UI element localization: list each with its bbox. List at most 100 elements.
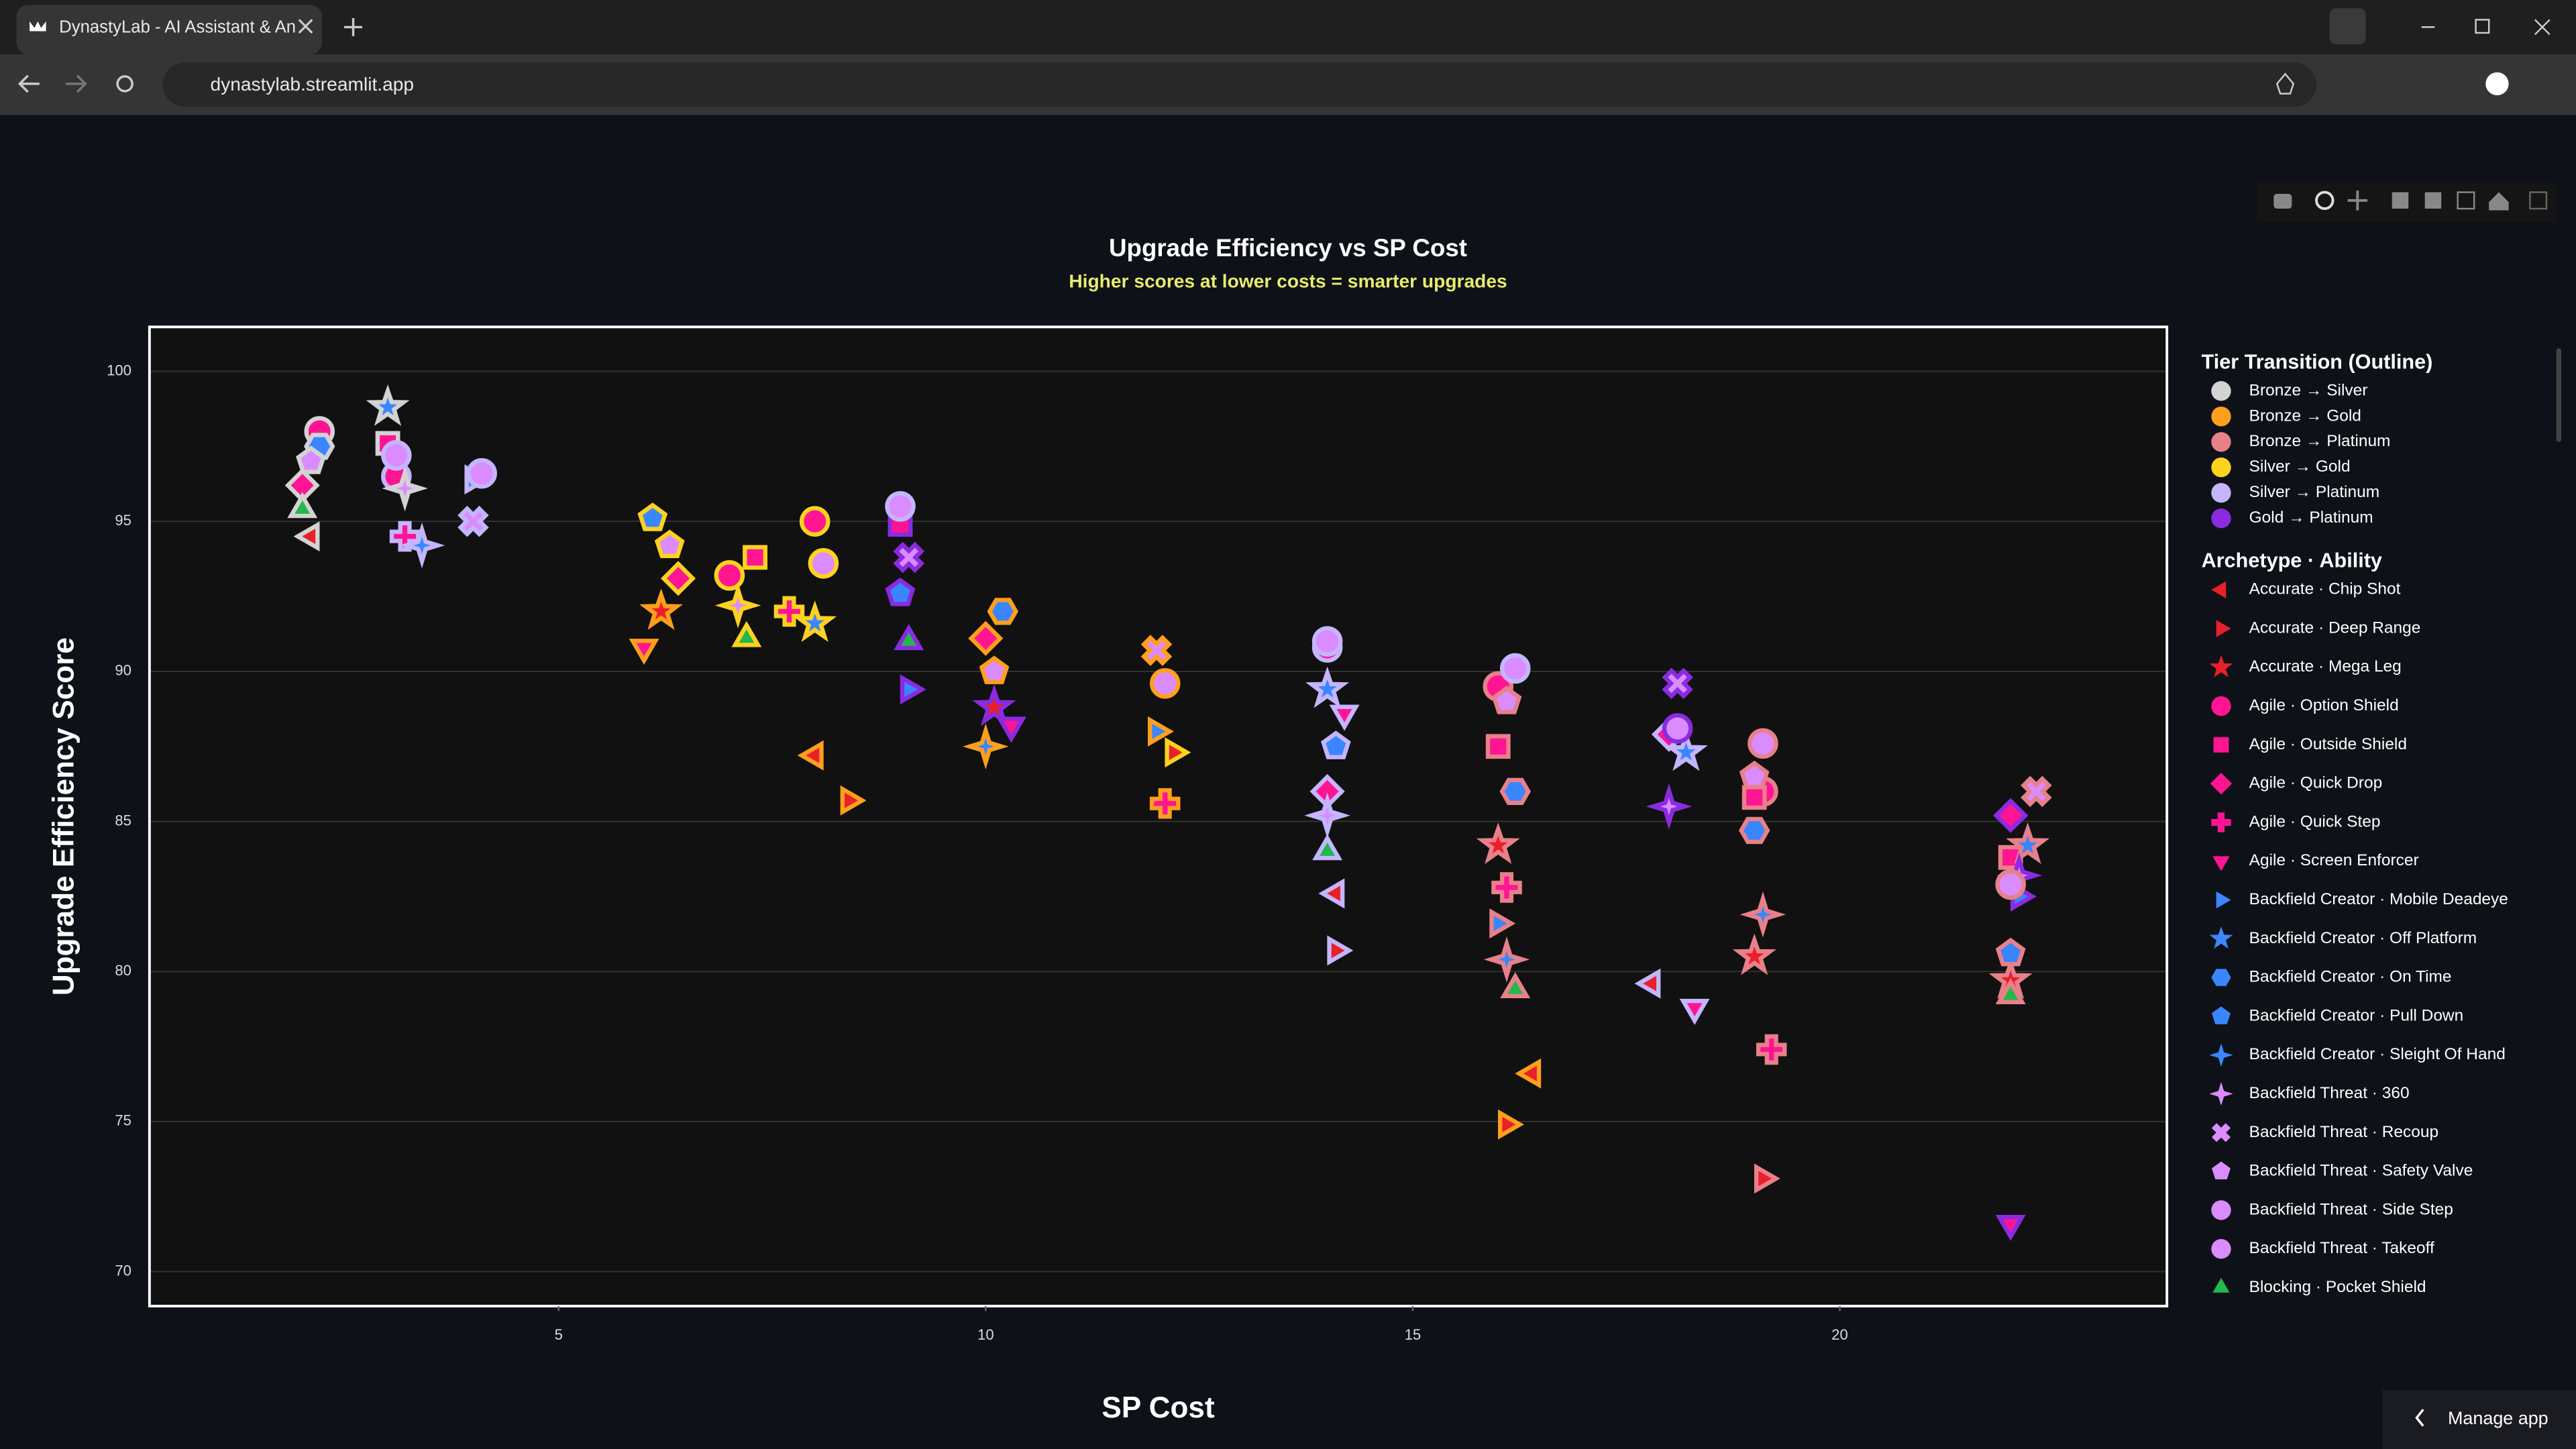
chart-title: Upgrade Efficiency vs SP Cost — [1109, 234, 1467, 262]
point — [793, 600, 837, 642]
legend-title: Tier Transition (Outline) — [2202, 350, 2433, 373]
point — [731, 621, 762, 647]
tab-title: DynastyLab - AI Assistant & An — [59, 17, 296, 36]
point — [1489, 908, 1516, 939]
point — [1309, 773, 1345, 809]
point — [654, 529, 685, 559]
point — [893, 541, 925, 574]
legend-marker — [2216, 620, 2231, 637]
legend-marker — [2213, 737, 2229, 753]
chevron — [2415, 1409, 2424, 1427]
legend-label: Agile · Screen Enforcer — [2249, 851, 2419, 869]
point — [1995, 978, 2026, 1004]
x-tick-label: 20 — [1831, 1326, 1848, 1343]
bookmark[interactable] — [2275, 72, 2295, 95]
point — [1476, 822, 1520, 864]
point — [1483, 936, 1530, 983]
legend-marker — [2211, 381, 2231, 401]
y-tick-label: 90 — [115, 662, 131, 679]
forward[interactable] — [65, 74, 87, 93]
new-tab[interactable] — [344, 17, 362, 36]
profile[interactable] — [2485, 72, 2509, 96]
legend-marker — [2209, 1043, 2233, 1067]
point — [1491, 686, 1522, 714]
x-tick-label: 5 — [555, 1326, 563, 1343]
point — [629, 639, 659, 665]
point — [1149, 788, 1181, 819]
y-tick-label: 95 — [115, 512, 131, 529]
point — [389, 521, 421, 552]
legend-marker — [2211, 696, 2231, 716]
point — [1995, 937, 2026, 967]
point — [1732, 933, 1776, 975]
chart-subtitle: Higher scores at lower costs = smarter u… — [1069, 271, 1507, 292]
point — [1756, 1034, 1787, 1065]
manage-app: Manage app — [2448, 1408, 2548, 1428]
point — [1662, 713, 1693, 744]
legend-label: Backfield Creator · Mobile Deadeye — [2249, 890, 2508, 908]
point — [1148, 716, 1174, 747]
modebar-icons[interactable] — [2273, 191, 2548, 211]
legend-marker — [2211, 458, 2231, 478]
point — [797, 740, 824, 771]
legend-label: Backfield Threat · 360 — [2249, 1084, 2410, 1102]
point — [1491, 872, 1522, 903]
point — [382, 465, 428, 512]
point — [894, 624, 924, 651]
legend-label: Agile · Outside Shield — [2249, 735, 2407, 753]
address-bar[interactable] — [162, 62, 2317, 107]
back[interactable] — [17, 74, 40, 93]
legend-label: Backfield Creator · Sleight Of Hand — [2249, 1045, 2506, 1063]
legend-label: Bronze → Gold — [2249, 407, 2361, 425]
point — [885, 578, 916, 606]
point — [979, 655, 1010, 684]
point — [808, 548, 839, 579]
tab-strip — [0, 0, 2576, 54]
point — [799, 506, 830, 537]
legend-marker — [2211, 407, 2231, 427]
point — [743, 545, 767, 570]
y-tick-label: 100 — [107, 362, 131, 378]
legend-label: Backfield Threat · Takeoff — [2249, 1239, 2434, 1257]
plot-area — [149, 327, 2167, 1306]
gemini-button[interactable] — [2329, 8, 2366, 45]
legend-label: Agile · Quick Drop — [2249, 774, 2383, 792]
legend-label: Backfield Threat · Side Step — [2249, 1200, 2453, 1218]
point — [1312, 834, 1343, 861]
legend-label: Agile · Quick Step — [2249, 812, 2381, 830]
legend-label: Accurate · Deep Range — [2249, 619, 2421, 637]
plot-border — [148, 325, 2169, 1307]
point — [1646, 783, 1693, 830]
restore[interactable] — [2475, 19, 2490, 34]
legend-marker — [2211, 969, 2231, 986]
legend-marker — [2211, 1200, 2231, 1220]
point — [284, 468, 320, 503]
legend-marker — [2211, 432, 2231, 452]
point — [840, 785, 867, 816]
legend-label: Backfield Creator · Off Platform — [2249, 929, 2477, 947]
point — [1995, 1214, 2026, 1241]
point — [1500, 972, 1531, 998]
point — [1679, 998, 1710, 1025]
point — [366, 384, 410, 426]
legend-marker — [2211, 1123, 2231, 1142]
point — [972, 684, 1016, 727]
tab-close[interactable] — [298, 19, 313, 34]
url: dynastylab.streamlit.app — [210, 74, 414, 95]
point — [660, 561, 696, 596]
point — [1754, 1163, 1780, 1194]
y-axis-label: Upgrade Efficiency Score — [48, 637, 80, 996]
point — [885, 491, 916, 522]
point — [1515, 1058, 1542, 1089]
legend-scrollbar[interactable] — [2556, 348, 2561, 442]
y-tick-label: 70 — [115, 1262, 131, 1279]
legend-label: Accurate · Mega Leg — [2249, 657, 2402, 676]
manage-app-button[interactable] — [2382, 1389, 2576, 1449]
close-window[interactable] — [2534, 19, 2551, 36]
point — [381, 440, 412, 471]
point — [2006, 822, 2050, 864]
tab[interactable] — [16, 5, 322, 54]
reload[interactable] — [116, 75, 133, 93]
point — [773, 596, 805, 627]
